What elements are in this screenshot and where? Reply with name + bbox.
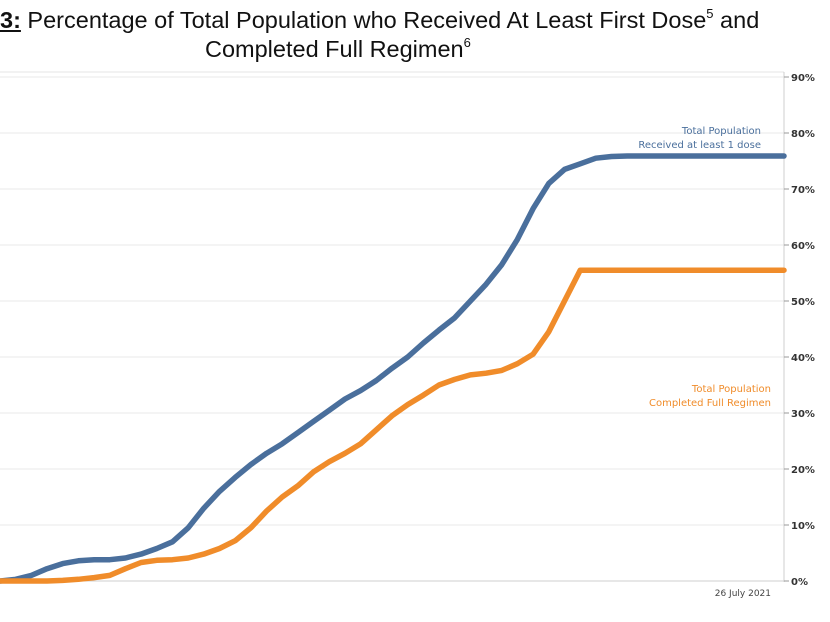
footnote-marker-5: 5 xyxy=(706,6,714,21)
title-text-full-regimen: Completed Full Regimen xyxy=(205,36,464,62)
y-tick-label-0: 0% xyxy=(791,577,808,588)
y-tick-label-30: 30% xyxy=(791,409,815,420)
series-label-full-regimen-line-2: Completed Full Regimen xyxy=(649,398,771,409)
y-tick-label-40: 40% xyxy=(791,353,815,364)
gridlines xyxy=(0,76,784,526)
series-label-full-regimen-line-1: Total Population xyxy=(691,384,771,395)
series-line-full-regimen xyxy=(0,267,787,584)
series-lines xyxy=(0,153,787,584)
y-tick-label-50: 50% xyxy=(791,297,815,308)
y-tick-label-20: 20% xyxy=(791,465,815,476)
title-text-first-dose: Percentage of Total Population who Recei… xyxy=(20,7,707,33)
y-tick-label-80: 80% xyxy=(791,129,815,140)
footnote-marker-6: 6 xyxy=(463,35,471,50)
y-tick-label-10: 10% xyxy=(791,521,815,532)
chart-title-line-1: 3: Percentage of Total Population who Re… xyxy=(0,6,759,34)
y-tick-label-90: 90% xyxy=(791,73,815,84)
chart-title-line-2: Completed Full Regimen6 xyxy=(205,35,471,63)
title-text-and: and xyxy=(713,7,760,33)
y-tick-label-60: 60% xyxy=(791,241,815,252)
y-tick-label-70: 70% xyxy=(791,185,815,196)
series-label-first-dose-line-1: Total Population xyxy=(681,126,761,137)
series-line-first-dose xyxy=(0,153,787,584)
date-note: 26 July 2021 xyxy=(715,589,771,599)
figure-number: 3: xyxy=(0,7,21,33)
y-axis-ticks: 0% 10% 20% 30% 40% 50% 60% 70% 80% 90% xyxy=(784,73,815,588)
series-label-first-dose-line-2: Received at least 1 dose xyxy=(638,140,761,151)
